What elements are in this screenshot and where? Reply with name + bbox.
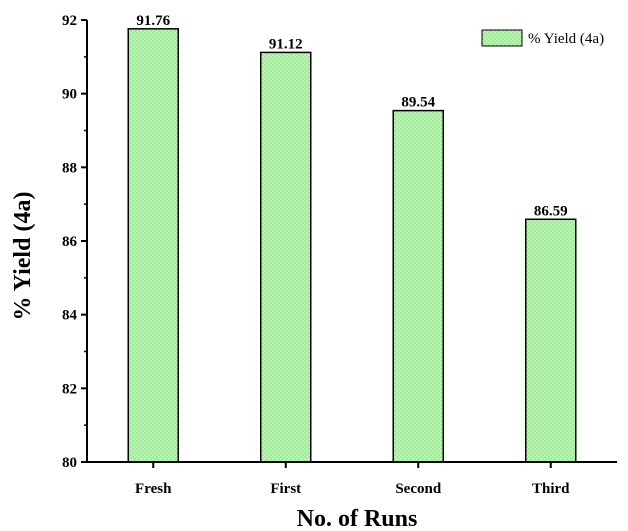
legend-label: % Yield (4a) [528, 31, 604, 47]
y-tick-label: 86 [62, 234, 78, 250]
data-label-fresh: 91.76 [136, 13, 170, 29]
bars-group [127, 28, 577, 463]
y-tick-label: 90 [62, 87, 77, 103]
bar-third [525, 218, 577, 463]
y-axis-title: % Yield (4a) [10, 192, 36, 321]
x-tick-label-fresh: Fresh [135, 481, 172, 497]
bar-first [260, 51, 312, 463]
legend-swatch [481, 29, 523, 47]
y-tick-label: 92 [62, 13, 77, 29]
bar-second [392, 109, 444, 463]
data-label-first: 91.12 [269, 36, 303, 52]
data-labels-group: 91.76 91.12 89.54 86.59 [136, 13, 567, 219]
data-label-third: 86.59 [534, 203, 568, 219]
y-ticks-group: 80 82 84 86 88 90 92 [62, 13, 87, 471]
x-tick-label-second: Second [395, 481, 442, 497]
x-tick-label-third: Third [532, 481, 570, 497]
y-tick-label: 84 [62, 308, 78, 324]
y-tick-label: 80 [62, 455, 77, 471]
x-tick-label-first: First [270, 481, 301, 497]
y-tick-label: 88 [62, 160, 77, 176]
x-axis-title: No. of Runs [297, 506, 418, 531]
bar-fresh [127, 28, 179, 463]
x-ticks-group: Fresh First Second Third [135, 462, 570, 497]
y-tick-label: 82 [62, 381, 77, 397]
legend: % Yield (4a) [481, 29, 604, 47]
data-label-second: 89.54 [401, 95, 435, 111]
